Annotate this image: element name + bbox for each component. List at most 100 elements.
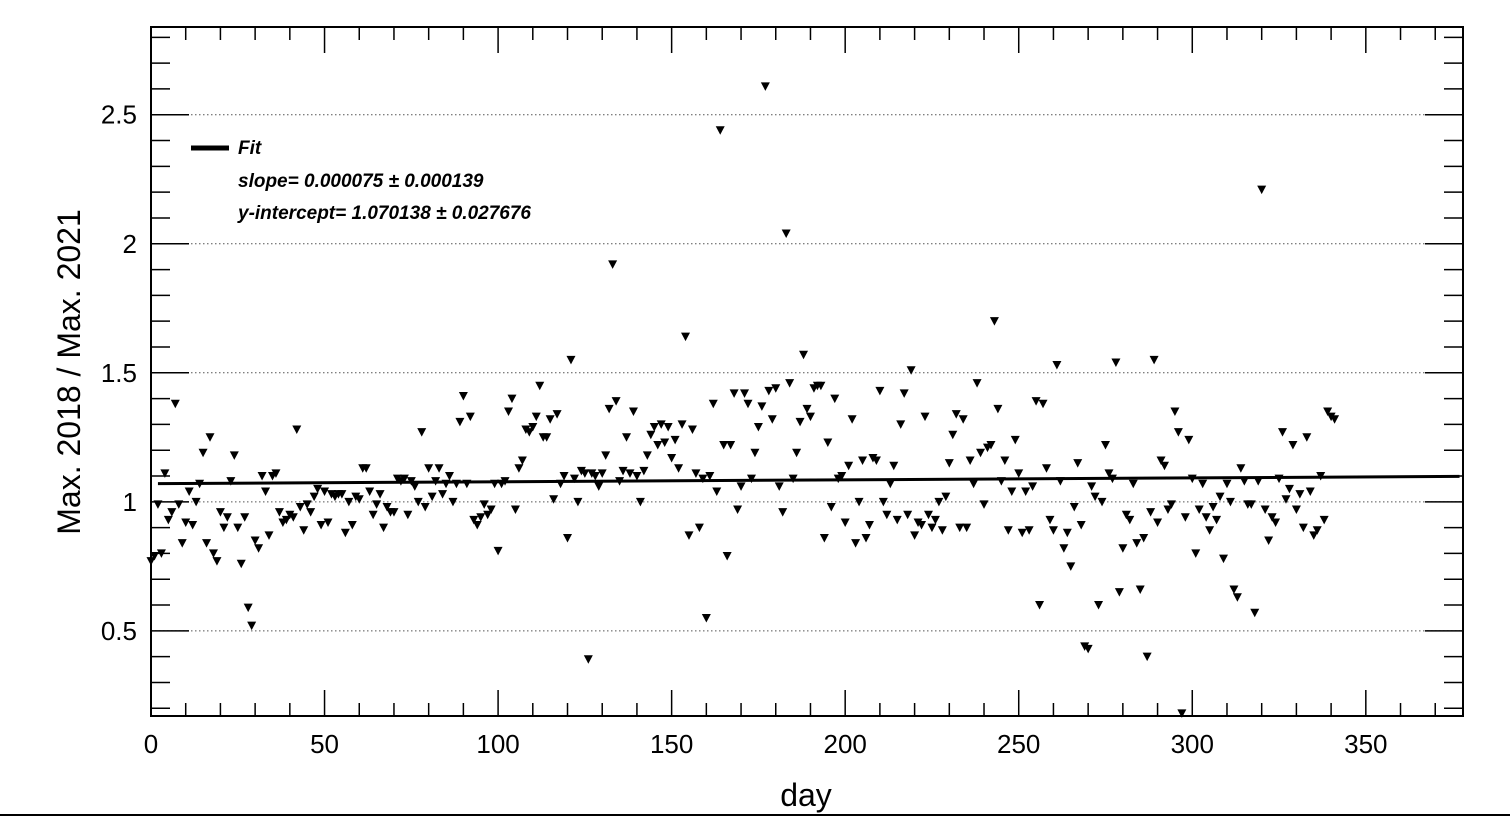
data-point [972,379,982,388]
data-point [184,487,194,496]
x-tick-label: 50 [310,729,339,759]
data-point [198,448,208,458]
data-point [944,459,954,468]
data-point [1291,505,1301,515]
data-point [1194,505,1204,515]
data-point [226,477,236,486]
data-point [153,500,163,509]
x-tick-labels: 0 50 100 150 200 250 300 350 [144,729,1388,759]
data-point [1312,526,1322,535]
data-point [455,417,465,427]
data-point [156,549,166,558]
data-point [191,497,201,507]
data-point [323,518,333,527]
data-point [1128,479,1138,489]
data-point [628,407,638,416]
data-point [250,536,260,546]
data-point [976,448,986,458]
data-point [1160,461,1170,471]
plot-frame [150,26,1464,717]
data-point [410,482,420,491]
data-point [750,448,760,458]
data-point [1201,513,1211,522]
data-point [292,425,302,435]
data-point [559,472,569,481]
data-point [420,502,430,512]
data-point [233,523,243,533]
data-point [917,521,927,530]
data-point [160,469,170,478]
data-point [483,510,493,520]
data-point [236,559,246,569]
data-point [1319,515,1329,525]
data-point [923,510,933,520]
data-point [764,386,774,396]
data-point [413,497,423,507]
data-point [611,397,621,406]
data-point [1104,469,1114,478]
data-point [840,518,850,527]
data-point [687,425,697,435]
data-point [208,549,218,558]
data-point [715,126,725,135]
data-point [851,539,861,548]
x-tick-label: 350 [1344,729,1387,759]
data-point [1146,508,1156,517]
data-point [1180,513,1190,522]
data-point [1191,549,1201,558]
data-point [427,492,437,502]
data-point [837,472,847,481]
data-point [646,430,656,440]
data-point [684,531,694,540]
data-point [1295,490,1305,499]
data-point [288,513,298,522]
data-point [1111,358,1121,367]
data-point [563,533,573,543]
data-point [1090,492,1100,502]
data-point [580,469,590,478]
data-point [1121,510,1131,520]
data-point [1173,428,1183,437]
axis-ticks [150,27,1463,716]
data-point [320,487,330,496]
data-point [771,384,781,393]
data-point [746,474,756,484]
data-point [354,495,364,504]
data-point [722,552,732,561]
data-point [1024,526,1034,535]
data-point [871,456,881,466]
data-point [847,415,857,424]
data-point [1003,526,1013,535]
data-point [590,472,600,481]
data-point [240,513,250,522]
data-point [222,513,232,522]
data-point [1007,487,1017,496]
data-point [1225,497,1235,507]
data-point [1229,585,1239,595]
data-point [885,479,895,489]
data-point [302,500,312,509]
data-point [698,474,708,484]
data-point [1330,415,1340,424]
data-point [1052,361,1062,370]
data-point [625,469,635,478]
data-point [608,260,618,269]
legend-slope-text: slope= 0.000075 ± 0.000139 [238,171,484,192]
y-tick-label: 0.5 [101,616,137,646]
x-tick-label: 200 [823,729,866,759]
data-point [257,472,267,481]
data-point [504,407,514,416]
x-tick-label: 150 [650,729,693,759]
data-point [1323,407,1333,416]
data-point [819,533,829,543]
data-point [792,448,802,458]
data-point [448,497,458,507]
data-point [1097,497,1107,507]
data-point [1198,479,1208,489]
data-point [864,521,874,530]
data-point [344,497,354,507]
data-point [469,515,479,525]
data-point [1010,435,1020,445]
data-point [535,381,545,391]
data-point [202,539,212,548]
